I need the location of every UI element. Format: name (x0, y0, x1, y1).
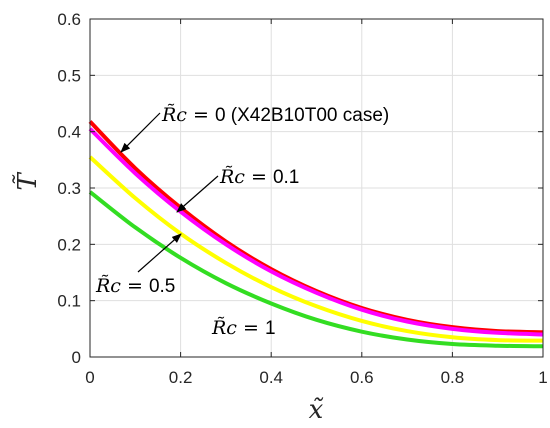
y-tick-label: 0.3 (57, 179, 81, 198)
annotation-rc-0-label: 0 (X42B10T00 case) (215, 105, 389, 126)
annotation-rc-0.1-label: 0.1 (273, 167, 299, 188)
x-tick-label: 1 (538, 368, 547, 387)
annotation-rc-0.5-label: 0.5 (149, 276, 175, 297)
svg-text:R̃c = 0.1: R̃c = 0.1 (219, 166, 299, 188)
annotation-rc-0.5-math: R̃c = (95, 275, 149, 297)
y-axis-label: T̃ (12, 172, 43, 191)
svg-text:R̃c = 1: R̃c = 1 (211, 317, 276, 339)
annotation-rc-1: R̃c = 1 (211, 317, 276, 339)
annotation-rc-0-arrow (120, 112, 161, 153)
series-lines (88, 120, 544, 349)
annotation-rc-0.1: R̃c = 0.1 (176, 166, 299, 213)
x-tick-labels: 0 0.2 0.4 0.6 0.8 1 (85, 368, 547, 387)
annotation-rc-0-math: R̃c = (161, 104, 215, 126)
tick-marks (89, 18, 544, 358)
series-line-3 (88, 190, 544, 349)
y-tick-label: 0.6 (57, 10, 81, 29)
y-tick-label: 0.4 (57, 123, 81, 142)
svg-text:R̃c = 0.5: R̃c = 0.5 (95, 275, 175, 297)
series-line-1 (88, 127, 544, 337)
y-tick-label: 0 (72, 348, 81, 367)
annotation-rc-0.1-arrow (176, 175, 219, 213)
x-tick-label: 0.8 (441, 368, 465, 387)
annotation-rc-1-label: 1 (265, 318, 276, 339)
svg-text:R̃c = 0 (X42B10T00 case): R̃c = 0 (X42B10T00 case) (161, 104, 389, 126)
x-tick-label: 0.2 (169, 368, 193, 387)
x-tick-label: 0 (85, 368, 94, 387)
x-axis-label: x̃ (309, 395, 324, 425)
annotation-rc-0.5: R̃c = 0.5 (95, 233, 182, 297)
y-tick-label: 0.1 (57, 292, 81, 311)
annotation-rc-0.1-math: R̃c = (219, 166, 273, 188)
y-tick-label: 0.5 (57, 66, 81, 85)
annotation-rc-1-math: R̃c = (211, 317, 265, 339)
y-tick-labels: 0 0.1 0.2 0.3 0.4 0.5 0.6 (57, 10, 81, 367)
x-tick-label: 0.6 (350, 368, 374, 387)
x-tick-label: 0.4 (259, 368, 283, 387)
annotation-rc-0.5-arrow (137, 233, 182, 273)
y-tick-label: 0.2 (57, 235, 81, 254)
annotation-rc-0: R̃c = 0 (X42B10T00 case) (120, 104, 389, 153)
series-line-2 (88, 155, 544, 343)
